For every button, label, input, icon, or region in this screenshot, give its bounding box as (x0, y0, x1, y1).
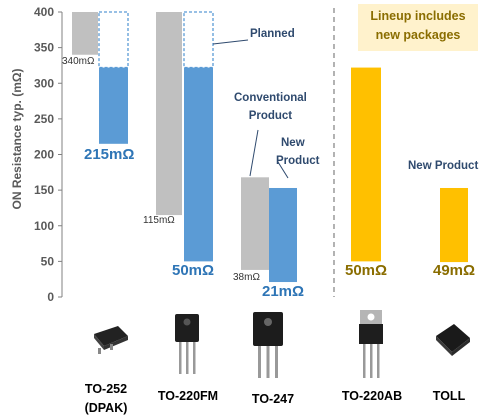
new-product-label-toll: New Product (408, 160, 479, 172)
toll-new-value: 49mΩ (433, 262, 476, 279)
package-name-to247: TO-247 (251, 392, 295, 406)
dpak-name-line1: TO-252 (84, 382, 128, 396)
to247-new-value: 21mΩ (262, 283, 305, 300)
package-name-toll: TOLL (432, 389, 466, 403)
new-product-leader (277, 161, 289, 179)
package-name-to220fm: TO-220FM (157, 389, 219, 403)
planned-leader (212, 39, 249, 45)
lineup-note: Lineup includes new packages (358, 4, 478, 51)
package-name-dpak: TO-252 (DPAK) (68, 380, 144, 419)
new-bar-1 (184, 67, 213, 262)
lineup-line1: Lineup includes (370, 9, 466, 23)
conventional-product-label: Conventional Product (234, 90, 307, 126)
conventional-bar-2 (241, 177, 269, 270)
planned-bar-outline-0 (98, 11, 129, 69)
toll-package-icon (436, 324, 470, 356)
y-tick-label-350: 350 (34, 41, 54, 55)
lineup-line2: new packages (375, 28, 461, 42)
package-name-to220ab: TO-220AB (341, 389, 403, 403)
new-bar-2 (269, 187, 297, 283)
to220fm-package-icon (175, 314, 199, 374)
dpak-package-icon (94, 326, 128, 354)
conventional-line2: Product (248, 109, 293, 122)
dpak-name-line2: (DPAK) (84, 401, 128, 416)
to220fm-conventional-value: 115mΩ (143, 215, 175, 226)
new-line1: New (281, 137, 305, 149)
dpak-new-value: 215mΩ (84, 146, 135, 163)
new-product-label: New Product (276, 135, 319, 171)
to247-package-icon (253, 312, 283, 378)
to220ab-package-icon (359, 310, 383, 378)
conventional-leader (249, 129, 259, 177)
y-tick-label-400: 400 (34, 5, 54, 19)
planned-label: Planned (250, 28, 295, 40)
conventional-bar-0 (72, 12, 98, 55)
new-bar-0 (99, 67, 128, 144)
dpak-conventional-value: 340mΩ (62, 56, 95, 67)
y-tick-label-100: 100 (34, 219, 54, 233)
to220fm-new-value: 50mΩ (172, 262, 215, 279)
y-tick-label-200: 200 (34, 148, 54, 162)
y-tick-label-150: 150 (34, 183, 54, 197)
y-tick-label-0: 0 (47, 290, 54, 304)
new-package-bar-toll (440, 187, 468, 263)
new-package-bar-to220ab (351, 67, 381, 262)
y-axis-label: ON Resistance typ. (mΩ) (10, 68, 24, 210)
to220ab-new-value: 50mΩ (345, 262, 388, 279)
conventional-bar-1 (156, 12, 182, 216)
planned-bar-outline-1 (183, 11, 214, 69)
y-tick-label-300: 300 (34, 76, 54, 90)
y-tick-label-50: 50 (41, 254, 55, 268)
to247-conventional-value: 38mΩ (233, 272, 260, 283)
y-tick-label-250: 250 (34, 112, 54, 126)
conventional-line1: Conventional (234, 92, 307, 104)
new-line2: Product (276, 154, 320, 167)
